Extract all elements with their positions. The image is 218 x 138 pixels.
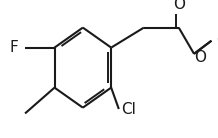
Text: F: F [10,40,19,55]
Text: O: O [194,51,206,65]
Text: Cl: Cl [121,102,136,116]
Text: O: O [173,0,185,12]
Text: CH₃: CH₃ [216,33,218,48]
